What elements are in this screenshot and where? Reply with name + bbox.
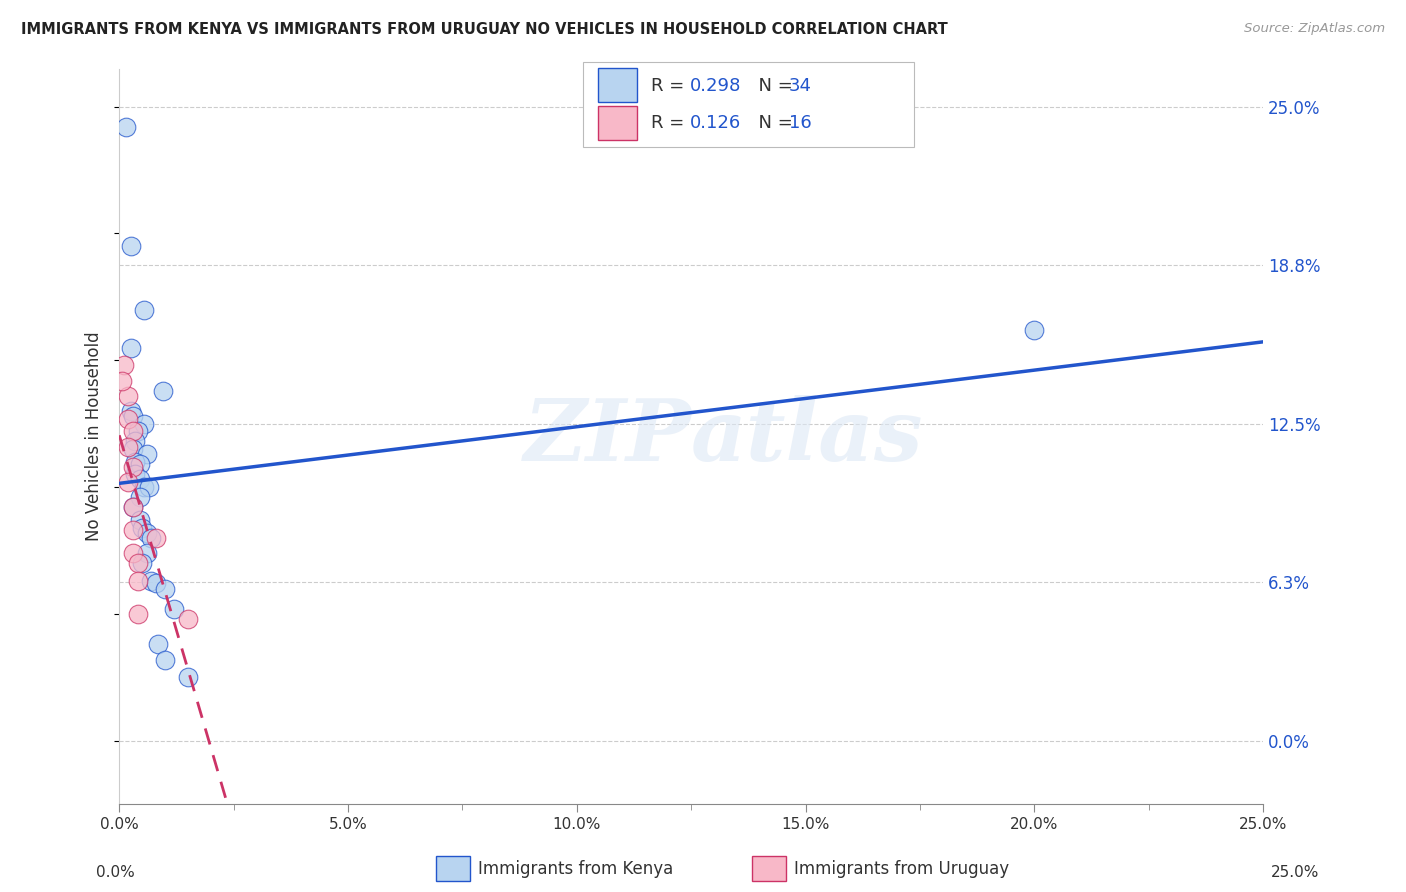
Point <box>135 447 157 461</box>
Text: 34: 34 <box>789 78 811 95</box>
Text: Immigrants from Uruguay: Immigrants from Uruguay <box>794 860 1010 878</box>
Point <box>120 404 142 418</box>
Point <box>146 637 169 651</box>
Text: 0.0%: 0.0% <box>96 865 135 880</box>
Point <box>124 455 146 469</box>
Text: N =: N = <box>747 78 799 95</box>
Point <box>134 302 156 317</box>
Text: R =: R = <box>651 114 690 132</box>
Point <box>131 521 153 535</box>
Point <box>138 480 160 494</box>
Point <box>122 442 145 456</box>
Point <box>122 459 145 474</box>
Point <box>135 546 157 560</box>
Point <box>122 425 145 439</box>
Point <box>122 546 145 560</box>
Point <box>122 523 145 537</box>
Point <box>127 425 149 439</box>
Point <box>117 475 139 489</box>
Point <box>122 500 145 515</box>
Point <box>135 525 157 540</box>
Point <box>152 384 174 398</box>
Point <box>120 341 142 355</box>
Point <box>134 480 156 494</box>
Point <box>134 417 156 431</box>
Point <box>153 582 176 596</box>
Point <box>141 531 163 545</box>
Point <box>110 374 132 388</box>
Point <box>1024 323 1046 337</box>
Text: atlas: atlas <box>692 394 924 478</box>
Point <box>127 607 149 621</box>
Point <box>112 359 135 373</box>
Point <box>177 612 200 626</box>
Point <box>120 239 142 253</box>
Point <box>128 457 150 471</box>
Point <box>131 556 153 570</box>
Point <box>145 576 167 591</box>
Text: 25.0%: 25.0% <box>1271 865 1319 880</box>
Text: N =: N = <box>747 114 799 132</box>
Text: 0.298: 0.298 <box>690 78 742 95</box>
Point <box>122 500 145 515</box>
Text: R =: R = <box>651 78 690 95</box>
Point <box>128 490 150 504</box>
Y-axis label: No Vehicles in Household: No Vehicles in Household <box>86 332 103 541</box>
Point <box>127 574 149 588</box>
Point <box>117 389 139 403</box>
Text: IMMIGRANTS FROM KENYA VS IMMIGRANTS FROM URUGUAY NO VEHICLES IN HOUSEHOLD CORREL: IMMIGRANTS FROM KENYA VS IMMIGRANTS FROM… <box>21 22 948 37</box>
Point <box>141 574 163 588</box>
Point <box>177 670 200 684</box>
Point <box>122 409 145 423</box>
Point <box>117 411 139 425</box>
Point <box>145 531 167 545</box>
Point <box>127 556 149 570</box>
Text: 0.126: 0.126 <box>690 114 741 132</box>
Point <box>115 120 138 134</box>
Text: 16: 16 <box>789 114 811 132</box>
Point <box>128 473 150 487</box>
Point <box>153 652 176 666</box>
Point <box>163 602 186 616</box>
Point <box>124 467 146 482</box>
Point <box>128 513 150 527</box>
Point <box>124 434 146 449</box>
Text: ZIP: ZIP <box>523 394 692 478</box>
Text: Immigrants from Kenya: Immigrants from Kenya <box>478 860 673 878</box>
Point <box>117 440 139 454</box>
Text: Source: ZipAtlas.com: Source: ZipAtlas.com <box>1244 22 1385 36</box>
